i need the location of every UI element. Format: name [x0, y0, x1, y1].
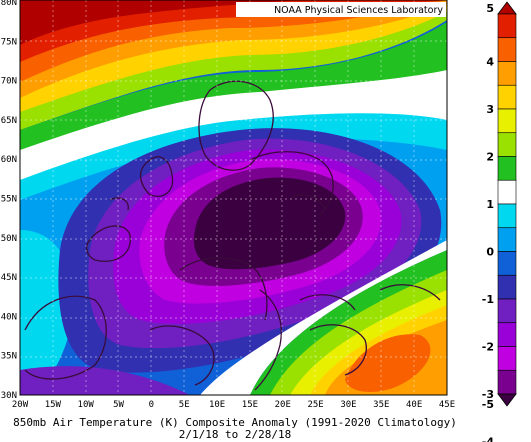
colorbar-tick: 4 [486, 56, 494, 69]
temperature-anomaly-field [20, 0, 447, 395]
lon-label: 20E [275, 400, 291, 410]
colorbar-segment [497, 227, 517, 252]
lat-label: 30N [1, 391, 17, 401]
lon-label: 40E [406, 400, 422, 410]
lat-label: 55N [1, 195, 17, 205]
colorbar-tick: -5 [482, 398, 494, 411]
lat-label: 45N [1, 273, 17, 283]
colorbar-segment [497, 369, 517, 395]
lat-label: 40N [1, 312, 17, 322]
lat-label: 35N [1, 352, 17, 362]
colorbar-max-arrow [497, 1, 517, 15]
latitude-labels: 80N 75N 70N 65N 60N 55N 50N 45N 40N 35N 30N [1, 0, 17, 401]
colorbar-segment [497, 132, 517, 157]
lon-label: 25E [307, 400, 323, 410]
lon-label: 15W [45, 400, 62, 410]
colorbar-segment [497, 84, 517, 110]
colorbar-tick: 3 [486, 103, 494, 116]
lon-label: 0 [149, 400, 154, 410]
lon-label: 30E [340, 400, 356, 410]
lon-label: 35E [373, 400, 389, 410]
colorbar-labels: 5 4 3 2 1 0 -1 -2 -3 -4 -5 [482, 2, 495, 442]
date-range: 2/1/18 to 2/28/18 [178, 428, 292, 441]
colorbar-segment [497, 156, 517, 181]
lat-label: 65N [1, 116, 17, 126]
lat-label: 60N [1, 155, 17, 165]
lat-label: 75N [1, 37, 17, 47]
colorbar-segment [497, 298, 517, 324]
lon-label: 5W [113, 400, 124, 410]
coastlines [24, 80, 441, 391]
colorbar-tick: -1 [482, 293, 494, 306]
lat-label: 70N [1, 77, 17, 87]
colorbar-segment [497, 251, 517, 276]
colorbar-tick: -4 [482, 436, 495, 442]
colorbar-tick: 2 [486, 151, 494, 164]
lon-label: 45E [439, 400, 455, 410]
lat-label: 80N [1, 0, 17, 8]
colorbar-segment [497, 61, 517, 86]
colorbar [497, 1, 517, 407]
lon-label: 10E [209, 400, 225, 410]
credit-box [236, 2, 446, 17]
colorbar-segment [497, 203, 517, 229]
colorbar-tick: -3 [482, 388, 494, 401]
lat-label: 50N [1, 234, 17, 244]
map-title: 850mb Air Temperature (K) Composite Anom… [13, 416, 457, 429]
graticule [20, 0, 447, 395]
colorbar-tick: 1 [486, 198, 494, 211]
colorbar-tick: -2 [482, 341, 494, 354]
map-frame [19, 0, 448, 396]
colorbar-segment [497, 322, 517, 347]
colorbar-tick: 5 [486, 2, 494, 15]
colorbar-segment [497, 37, 517, 62]
colorbar-segment [497, 179, 517, 205]
lon-label: 5E [179, 400, 190, 410]
colorbar-segment [497, 108, 517, 134]
colorbar-segment [497, 346, 517, 371]
colorbar-segment [497, 13, 517, 39]
colorbar-min-arrow [497, 393, 517, 407]
lon-label: 20W [12, 400, 29, 410]
colorbar-tick: 0 [486, 246, 494, 259]
lon-label: 10W [78, 400, 95, 410]
longitude-labels: 20W 15W 10W 5W 0 5E 10E 15E 20E 25E 30E 35E 40E 45E [12, 400, 455, 410]
credit-text: NOAA Physical Sciences Laboratory [274, 5, 443, 16]
colorbar-segment [497, 274, 517, 300]
lon-label: 15E [242, 400, 258, 410]
